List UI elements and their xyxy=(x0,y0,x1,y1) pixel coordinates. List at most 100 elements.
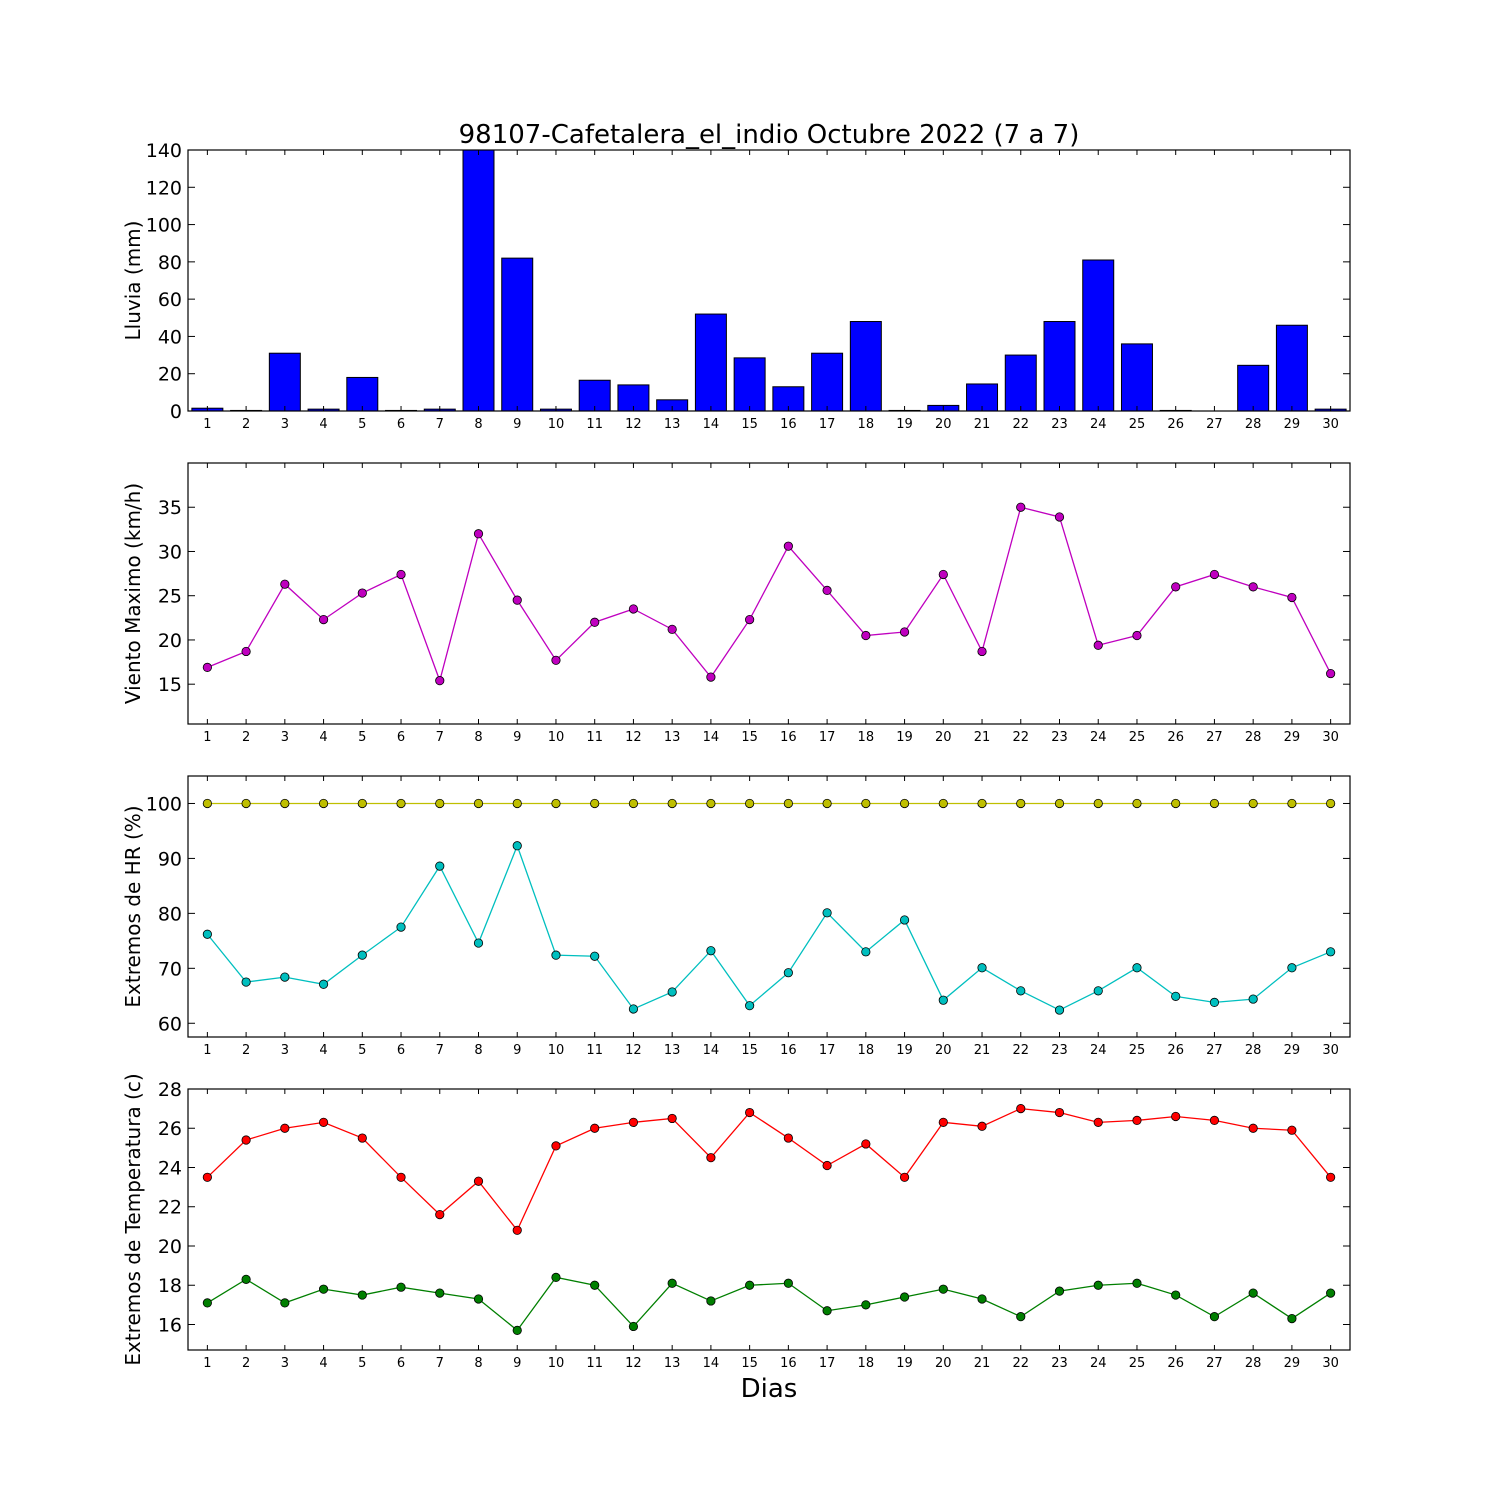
x-tick-label: 27 xyxy=(1206,1043,1223,1058)
series-1-point-day-2 xyxy=(241,1135,251,1145)
y-tick-label: 90 xyxy=(158,848,182,870)
axes-frame xyxy=(187,1088,1351,1351)
series-1-point-day-2 xyxy=(241,798,251,809)
series-1-point-day-14 xyxy=(706,1153,716,1163)
x-tick-label: 2 xyxy=(242,1356,250,1371)
series-2-point-day-9 xyxy=(512,1325,522,1335)
bar-day-9 xyxy=(501,257,534,411)
series-2-point-day-30 xyxy=(1326,947,1336,957)
series-1-point-day-15 xyxy=(745,614,755,625)
y-tick-label: 26 xyxy=(158,1118,182,1140)
x-axis-title: Dias xyxy=(741,1374,798,1404)
series-1-point-day-11 xyxy=(590,1123,600,1133)
series-1-point-day-25 xyxy=(1132,798,1142,809)
series-1-point-day-17 xyxy=(822,1160,832,1171)
series-1-line xyxy=(207,506,1332,683)
x-tick-label: 12 xyxy=(625,1043,642,1058)
x-tick-label: 20 xyxy=(935,417,952,432)
series-2-point-day-14 xyxy=(706,1296,716,1306)
x-tick-label: 17 xyxy=(819,417,836,432)
series-1-point-day-7 xyxy=(435,1209,445,1220)
x-tick-label: 2 xyxy=(242,417,250,432)
series-2-point-day-5 xyxy=(357,1290,367,1300)
y-tick-label: 60 xyxy=(158,289,182,311)
x-tick-label: 18 xyxy=(858,1356,875,1371)
series-2-point-day-16 xyxy=(783,968,793,978)
x-tick-label: 18 xyxy=(858,730,875,745)
x-tick-label: 11 xyxy=(586,1043,603,1058)
x-tick-label: 5 xyxy=(358,730,366,745)
series-1-point-day-18 xyxy=(861,1139,871,1149)
series-1-point-day-9 xyxy=(512,798,522,809)
series-1-point-day-26 xyxy=(1171,1111,1181,1122)
x-tick-label: 8 xyxy=(474,1043,482,1058)
axes-frame xyxy=(187,462,1351,725)
x-tick-label: 6 xyxy=(397,1043,405,1058)
series-2-point-day-6 xyxy=(396,1282,406,1292)
series-2-point-day-25 xyxy=(1132,1278,1142,1288)
x-tick-label: 11 xyxy=(586,417,603,432)
x-tick-label: 9 xyxy=(513,1356,521,1371)
series-2-point-day-23 xyxy=(1054,1286,1065,1296)
x-tick-label: 8 xyxy=(474,417,482,432)
x-tick-label: 22 xyxy=(1012,730,1029,745)
x-tick-label: 17 xyxy=(819,1356,836,1371)
series-1-point-day-12 xyxy=(628,1117,639,1127)
x-tick-label: 24 xyxy=(1090,730,1107,745)
series-1-point-day-26 xyxy=(1171,582,1181,592)
series-1-point-day-9 xyxy=(512,595,522,605)
series-1-point-day-20 xyxy=(938,569,948,580)
x-tick-label: 25 xyxy=(1129,417,1146,432)
x-tick-label: 4 xyxy=(319,1356,327,1371)
y-tick-label: 80 xyxy=(158,252,182,274)
series-2-point-day-10 xyxy=(551,1272,561,1282)
series-2-point-day-10 xyxy=(551,950,561,960)
bar-day-22 xyxy=(1004,354,1037,411)
series-2-point-day-26 xyxy=(1171,991,1181,1001)
series-2-point-day-18 xyxy=(861,947,871,957)
series-2-point-day-24 xyxy=(1093,986,1103,996)
series-1-point-day-23 xyxy=(1054,512,1065,522)
x-tick-label: 2 xyxy=(242,1043,250,1058)
series-2-point-day-23 xyxy=(1054,1005,1065,1015)
series-1-point-day-12 xyxy=(628,798,639,809)
series-1-point-day-10 xyxy=(551,655,561,665)
bar-day-15 xyxy=(733,357,766,411)
x-tick-label: 30 xyxy=(1322,1043,1339,1058)
y-tick-label: 22 xyxy=(158,1197,182,1219)
x-tick-label: 22 xyxy=(1012,1043,1029,1058)
series-2-point-day-2 xyxy=(241,977,251,987)
x-tick-label: 4 xyxy=(319,417,327,432)
x-tick-label: 19 xyxy=(896,417,913,432)
y-axis-title: Lluvia (mm) xyxy=(121,221,145,341)
x-tick-label: 16 xyxy=(780,1043,797,1058)
x-tick-label: 4 xyxy=(319,1043,327,1058)
series-2-point-day-30 xyxy=(1326,1288,1336,1298)
y-tick-label: 20 xyxy=(158,1236,182,1258)
x-tick-label: 13 xyxy=(664,730,681,745)
series-1-point-day-29 xyxy=(1287,592,1297,603)
series-2-point-day-1 xyxy=(202,1298,212,1308)
series-2-point-day-5 xyxy=(357,950,367,960)
series-2-point-day-27 xyxy=(1209,1312,1220,1322)
panel-1: 1 2 3 4 5 6 7 8 9 10 11 12 13 14 15 16 17 18 19 20 21 22 23 24 2… xyxy=(121,140,1351,432)
y-tick-label: 80 xyxy=(158,903,182,925)
series-1-point-day-30 xyxy=(1326,1172,1336,1182)
x-tick-label: 13 xyxy=(664,1043,681,1058)
y-tick-label: 70 xyxy=(158,958,182,980)
x-tick-label: 10 xyxy=(548,417,565,432)
series-2-point-day-11 xyxy=(590,951,600,961)
y-tick-label: 25 xyxy=(158,586,182,608)
series-1-point-day-16 xyxy=(783,541,793,551)
x-tick-label: 7 xyxy=(436,730,444,745)
series-2-point-day-27 xyxy=(1209,997,1220,1007)
x-tick-label: 5 xyxy=(358,417,366,432)
series-2-point-day-29 xyxy=(1287,963,1297,973)
series-1-point-day-28 xyxy=(1248,582,1258,592)
bar-day-11 xyxy=(578,379,611,411)
series-1-point-day-18 xyxy=(861,798,871,809)
x-tick-label: 17 xyxy=(819,730,836,745)
x-tick-label: 25 xyxy=(1129,730,1146,745)
x-tick-label: 28 xyxy=(1245,730,1262,745)
